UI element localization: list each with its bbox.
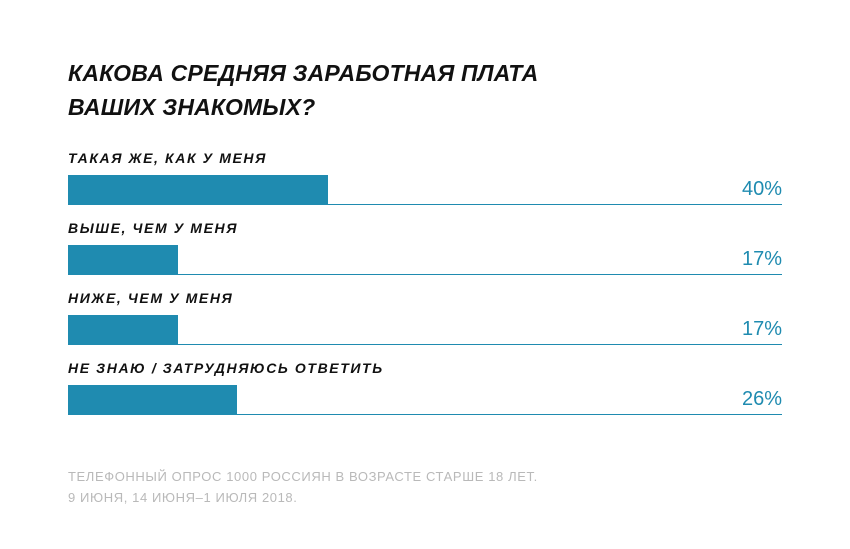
bar [68,385,237,415]
value-label: 17% [741,248,782,270]
bar-row: НЕ ЗНАЮ / ЗАТРУДНЯЮСЬ ОТВЕТИТЬ 26% [68,350,782,420]
chart-title: КАКОВА СРЕДНЯЯ ЗАРАБОТНАЯ ПЛАТА ВАШИХ ЗН… [68,56,688,124]
chart-title-line-2: ВАШИХ ЗНАКОМЫХ? [68,94,316,120]
category-label: НЕ ЗНАЮ / ЗАТРУДНЯЮСЬ ОТВЕТИТЬ [68,360,384,376]
bar-baseline [68,344,782,345]
source-footnote: ТЕЛЕФОННЫЙ ОПРОС 1000 РОССИЯН В ВОЗРАСТЕ… [68,466,768,508]
bar-row: ТАКАЯ ЖЕ, КАК У МЕНЯ 40% [68,140,782,210]
bar-baseline [68,274,782,275]
bar [68,245,178,275]
bar-row: ВЫШЕ, ЧЕМ У МЕНЯ 17% [68,210,782,280]
bar [68,175,328,205]
bar [68,315,178,345]
category-label: ТАКАЯ ЖЕ, КАК У МЕНЯ [68,150,267,166]
category-label: НИЖЕ, ЧЕМ У МЕНЯ [68,290,234,306]
value-label: 26% [741,388,782,410]
bar-chart: ТАКАЯ ЖЕ, КАК У МЕНЯ 40% ВЫШЕ, ЧЕМ У МЕНЯ 1… [68,140,782,420]
footnote-line-1: ТЕЛЕФОННЫЙ ОПРОС 1000 РОССИЯН В ВОЗРАСТЕ… [68,469,538,484]
category-label: ВЫШЕ, ЧЕМ У МЕНЯ [68,220,239,236]
bar-baseline [68,204,782,205]
footnote-line-2: 9 ИЮНЯ, 14 ИЮНЯ–1 ИЮЛЯ 2018. [68,490,298,505]
bar-row: НИЖЕ, ЧЕМ У МЕНЯ 17% [68,280,782,350]
value-label: 40% [741,178,782,200]
chart-title-line-1: КАКОВА СРЕДНЯЯ ЗАРАБОТНАЯ ПЛАТА [68,60,539,86]
bar-baseline [68,414,782,415]
value-label: 17% [741,318,782,340]
